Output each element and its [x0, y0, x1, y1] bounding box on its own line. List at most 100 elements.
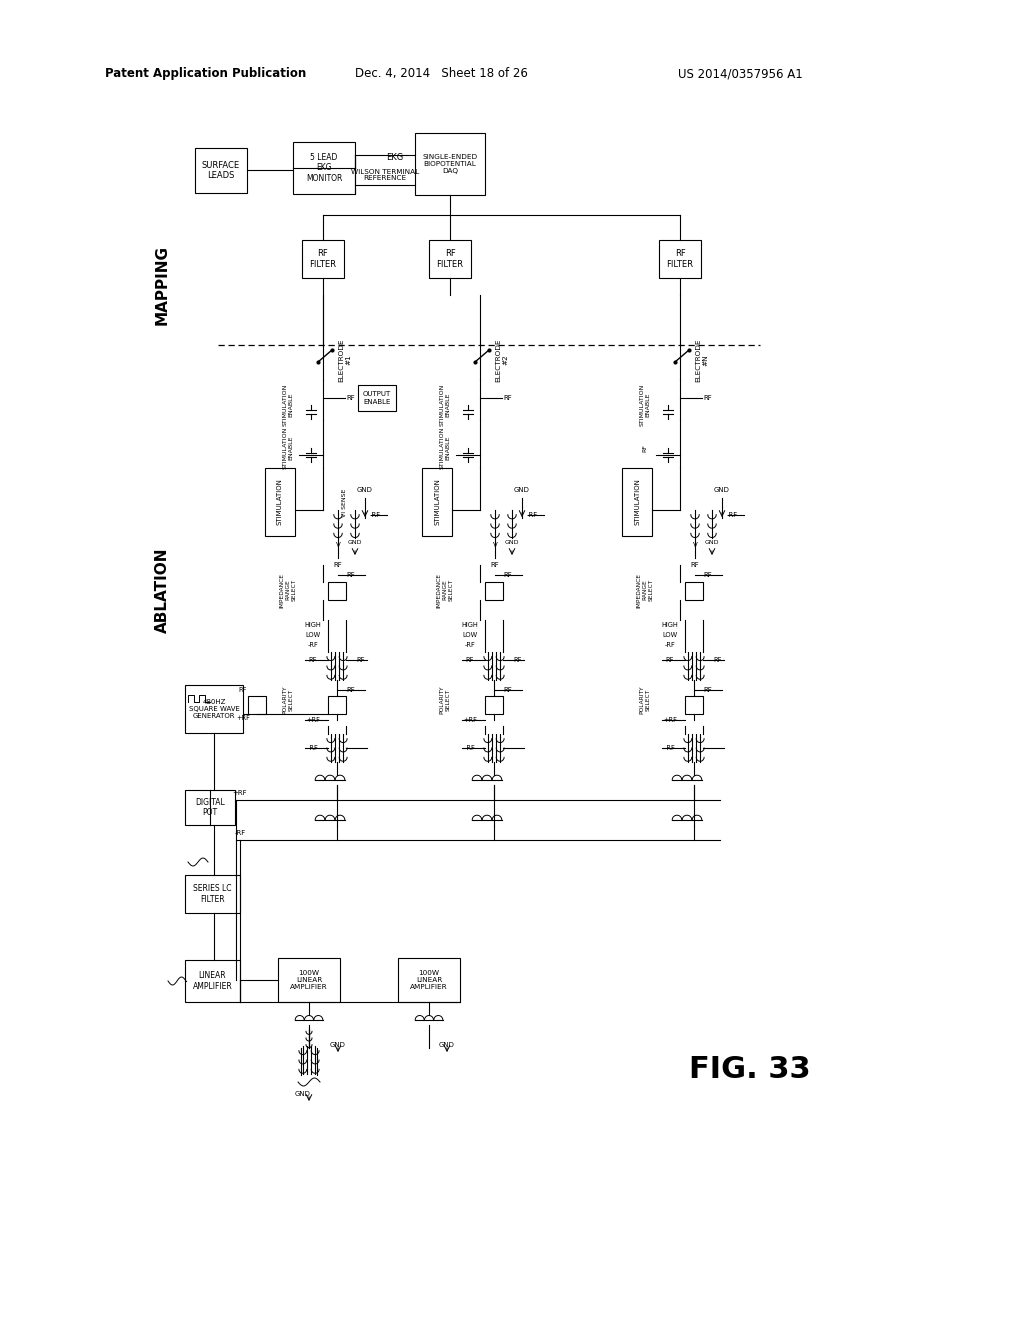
- Text: Patent Application Publication: Patent Application Publication: [105, 67, 306, 81]
- Text: ELECTRODE
#2: ELECTRODE #2: [496, 338, 509, 381]
- Text: RF: RF: [690, 562, 699, 568]
- Text: RF: RF: [347, 572, 355, 578]
- Text: -RF: -RF: [726, 512, 737, 517]
- Text: DIGITAL
POT: DIGITAL POT: [196, 797, 225, 817]
- Text: +RF: +RF: [664, 717, 677, 723]
- Text: RF: RF: [642, 444, 647, 451]
- Bar: [328, 696, 346, 714]
- Text: POLARITY
SELECT: POLARITY SELECT: [283, 686, 294, 714]
- Bar: [195, 148, 247, 193]
- Text: IMPEDANCE
RANGE
SELECT: IMPEDANCE RANGE SELECT: [436, 573, 454, 607]
- Bar: [485, 582, 503, 601]
- Text: POLARITY
SELECT: POLARITY SELECT: [640, 686, 650, 714]
- Text: RF: RF: [703, 395, 713, 401]
- Text: IMPEDANCE
RANGE
SELECT: IMPEDANCE RANGE SELECT: [637, 573, 653, 607]
- Text: STIMULATION
ENABLE: STIMULATION ENABLE: [439, 426, 451, 469]
- Text: -RF: -RF: [370, 512, 381, 517]
- Bar: [358, 385, 396, 411]
- Bar: [328, 582, 346, 601]
- Text: FIG. 33: FIG. 33: [689, 1056, 811, 1085]
- Text: SINGLE-ENDED
BIOPOTENTIAL
DAQ: SINGLE-ENDED BIOPOTENTIAL DAQ: [423, 154, 477, 174]
- Text: STIMULATION
ENABLE: STIMULATION ENABLE: [283, 384, 294, 426]
- Text: SURFACE
LEADS: SURFACE LEADS: [202, 161, 240, 181]
- Text: -RF: -RF: [307, 642, 318, 648]
- Text: RF
FILTER: RF FILTER: [436, 249, 464, 269]
- Bar: [622, 469, 652, 536]
- Bar: [248, 696, 266, 714]
- Text: RF: RF: [356, 657, 366, 663]
- Text: RF
FILTER: RF FILTER: [667, 249, 693, 269]
- Text: HIGH: HIGH: [304, 622, 322, 628]
- Bar: [293, 143, 355, 194]
- Text: HIGH: HIGH: [662, 622, 678, 628]
- Text: STIMULATION
ENABLE: STIMULATION ENABLE: [439, 384, 451, 426]
- Text: US 2014/0357956 A1: US 2014/0357956 A1: [678, 67, 803, 81]
- Bar: [185, 960, 240, 1002]
- Text: WILSON TERMINAL
REFERENCE: WILSON TERMINAL REFERENCE: [351, 169, 419, 181]
- Text: ELECTRODE
#N: ELECTRODE #N: [695, 338, 709, 381]
- Bar: [398, 958, 460, 1002]
- Text: RF: RF: [347, 686, 355, 693]
- Text: SERIES LC
FILTER: SERIES LC FILTER: [194, 884, 231, 904]
- Text: -RF: -RF: [234, 830, 246, 836]
- Text: ABLATION: ABLATION: [155, 548, 170, 632]
- Text: -RF: -RF: [465, 744, 475, 751]
- Text: STIMULATION
ENABLE: STIMULATION ENABLE: [640, 384, 650, 426]
- Text: -RF: -RF: [526, 512, 538, 517]
- Bar: [685, 696, 703, 714]
- Text: RF: RF: [347, 395, 355, 401]
- Text: RF: RF: [714, 657, 722, 663]
- Text: EKG: EKG: [386, 153, 403, 161]
- Text: GND: GND: [705, 540, 719, 544]
- Text: OUTPUT
ENABLE: OUTPUT ENABLE: [362, 392, 391, 404]
- Text: STIMULATION: STIMULATION: [634, 479, 640, 525]
- Text: VI SENSE: VI SENSE: [342, 488, 347, 517]
- Text: LOW: LOW: [463, 632, 477, 638]
- Text: GND: GND: [514, 487, 530, 492]
- Text: -RF: -RF: [307, 744, 318, 751]
- Text: -RF: -RF: [665, 744, 676, 751]
- Bar: [415, 133, 485, 195]
- Text: IMPEDANCE
RANGE
SELECT: IMPEDANCE RANGE SELECT: [280, 573, 296, 607]
- Text: 100W
LINEAR
AMPLIFIER: 100W LINEAR AMPLIFIER: [290, 970, 328, 990]
- Bar: [265, 469, 295, 536]
- Text: STIMULATION: STIMULATION: [278, 479, 283, 525]
- Text: MAPPING: MAPPING: [155, 246, 170, 325]
- Text: LOW: LOW: [305, 632, 321, 638]
- Text: GND: GND: [348, 540, 362, 544]
- Text: +RF: +RF: [463, 717, 477, 723]
- Text: STIMULATION
ENABLE: STIMULATION ENABLE: [283, 426, 294, 469]
- Text: Dec. 4, 2014   Sheet 18 of 26: Dec. 4, 2014 Sheet 18 of 26: [355, 67, 528, 81]
- Text: RF: RF: [504, 572, 512, 578]
- Text: V: V: [493, 543, 498, 548]
- Bar: [685, 582, 703, 601]
- Text: RF: RF: [666, 657, 674, 663]
- Text: LINEAR
AMPLIFIER: LINEAR AMPLIFIER: [193, 972, 232, 991]
- Text: +RF: +RF: [232, 789, 248, 796]
- Bar: [422, 469, 452, 536]
- Text: RF: RF: [490, 562, 500, 568]
- Bar: [302, 240, 344, 279]
- Text: GND: GND: [439, 1041, 455, 1048]
- Text: ELECTRODE
#1: ELECTRODE #1: [339, 338, 351, 381]
- Text: V: V: [692, 543, 697, 548]
- Bar: [185, 875, 240, 913]
- Text: RF
FILTER: RF FILTER: [309, 249, 337, 269]
- Text: POLARITY
SELECT: POLARITY SELECT: [439, 686, 451, 714]
- Text: GND: GND: [714, 487, 730, 492]
- Text: +RF: +RF: [237, 715, 250, 721]
- Text: STIMULATION: STIMULATION: [434, 479, 440, 525]
- Text: RF: RF: [309, 657, 317, 663]
- Bar: [659, 240, 701, 279]
- Text: RF: RF: [504, 686, 512, 693]
- Text: V: V: [336, 543, 340, 548]
- Text: GND: GND: [505, 540, 519, 544]
- Bar: [185, 685, 243, 733]
- Bar: [278, 958, 340, 1002]
- Text: RF: RF: [466, 657, 474, 663]
- Bar: [429, 240, 471, 279]
- Text: 480HZ
SQUARE WAVE
GENERATOR: 480HZ SQUARE WAVE GENERATOR: [188, 700, 240, 719]
- Text: RF: RF: [334, 562, 342, 568]
- Bar: [485, 696, 503, 714]
- Text: GND: GND: [357, 487, 373, 492]
